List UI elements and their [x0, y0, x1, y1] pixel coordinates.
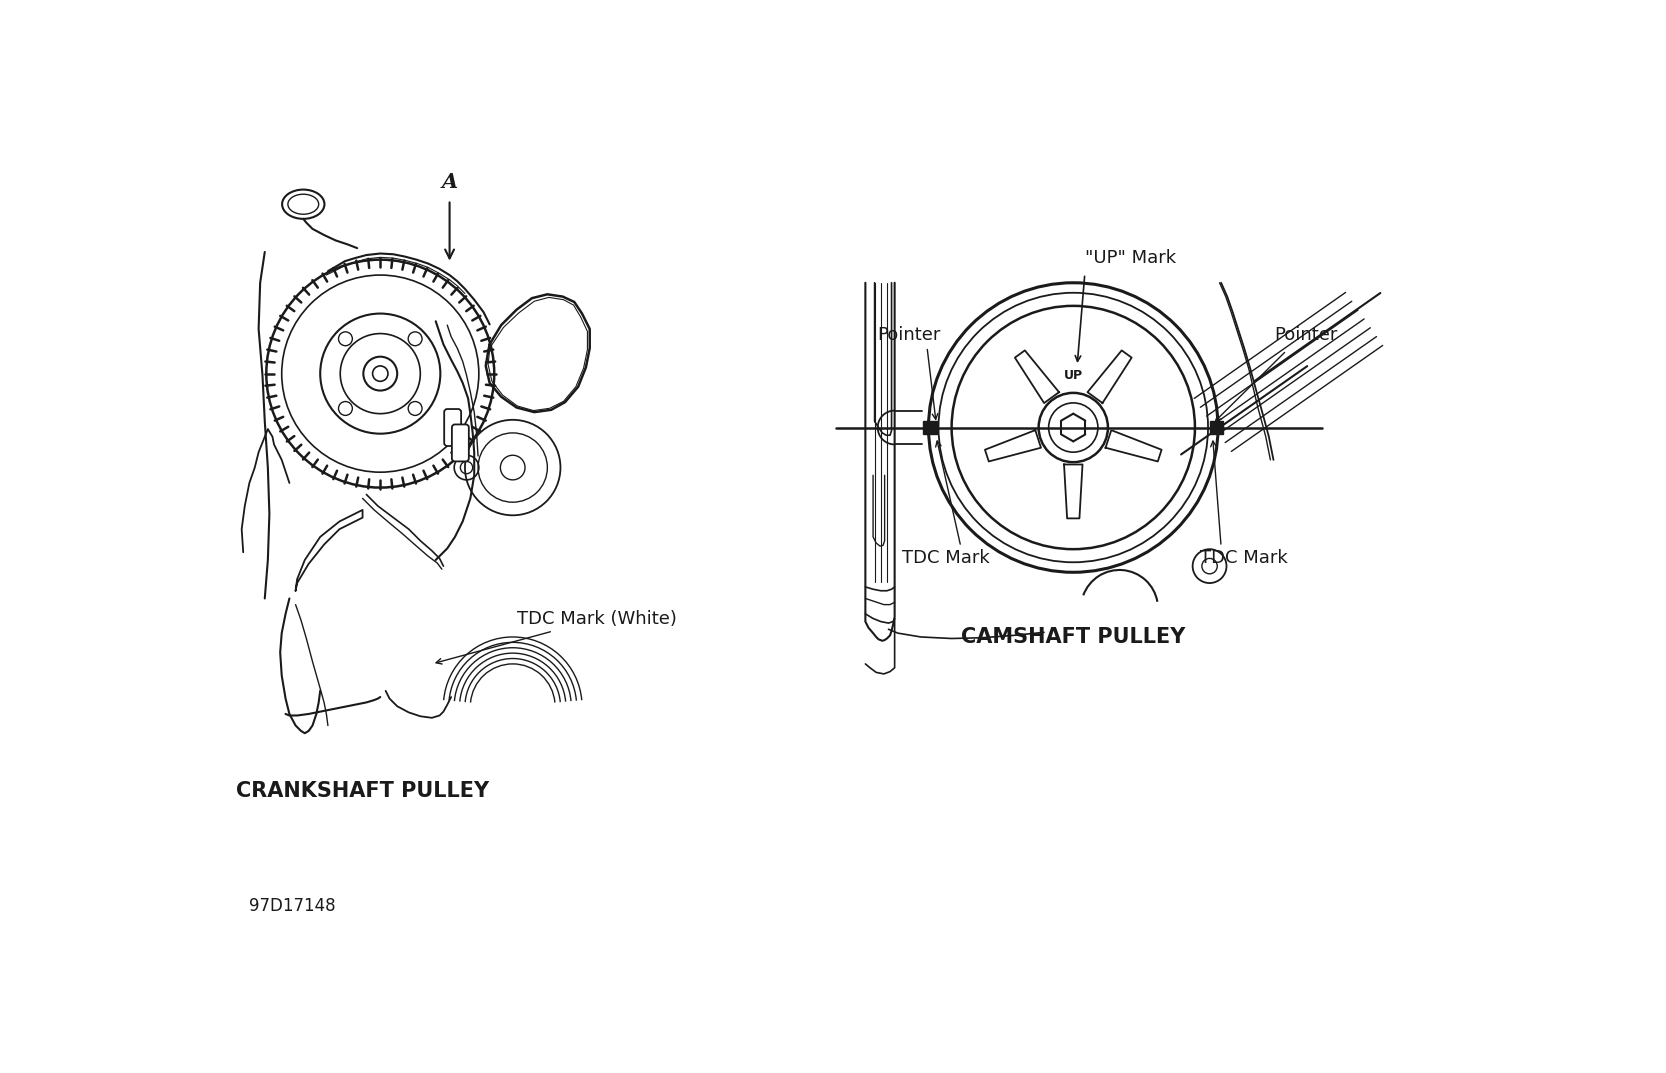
- Polygon shape: [1106, 430, 1161, 461]
- Polygon shape: [1015, 351, 1060, 403]
- Text: CAMSHAFT PULLEY: CAMSHAFT PULLEY: [961, 627, 1186, 647]
- Text: Pointer: Pointer: [1274, 326, 1338, 344]
- Text: UP: UP: [1063, 369, 1083, 382]
- Text: 97D17148: 97D17148: [250, 897, 337, 915]
- Text: A: A: [441, 172, 458, 192]
- Text: TDC Mark (White): TDC Mark (White): [436, 611, 676, 664]
- Text: TDC Mark: TDC Mark: [1200, 549, 1288, 568]
- Text: Pointer: Pointer: [878, 326, 941, 344]
- Bar: [1210, 421, 1223, 435]
- Polygon shape: [985, 430, 1041, 461]
- Bar: [923, 421, 936, 435]
- Ellipse shape: [282, 190, 325, 219]
- Polygon shape: [1088, 351, 1131, 403]
- Text: "UP" Mark: "UP" Mark: [1086, 249, 1176, 267]
- Ellipse shape: [288, 194, 318, 215]
- Text: CRANKSHAFT PULLEY: CRANKSHAFT PULLEY: [237, 781, 490, 800]
- FancyBboxPatch shape: [451, 425, 468, 461]
- Text: TDC Mark: TDC Mark: [901, 549, 990, 568]
- Polygon shape: [1065, 465, 1083, 518]
- FancyBboxPatch shape: [445, 409, 461, 446]
